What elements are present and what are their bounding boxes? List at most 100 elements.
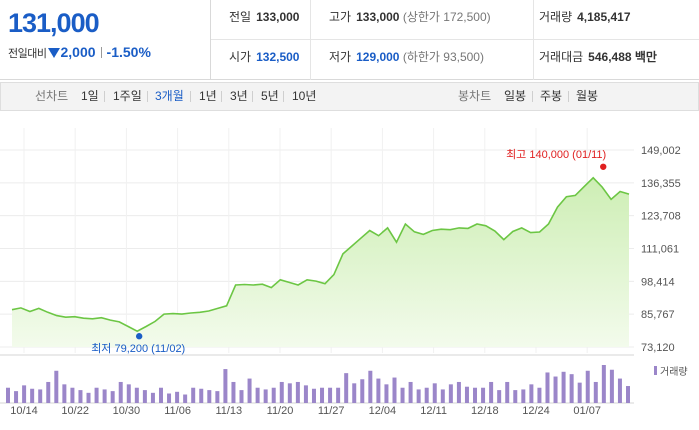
x-tick-label: 01/07: [573, 405, 601, 417]
volume-bar: [424, 387, 429, 403]
volume-bar: [601, 365, 606, 403]
divider: [100, 47, 102, 58]
x-tick-label: 12/24: [522, 405, 550, 417]
volume: 거래량 4,185,417: [539, 10, 631, 24]
volume-bar: [46, 381, 51, 403]
stats-row-2: 시가 132,500 저가 129,000 (하한가 93,500) 거래대금 546…: [211, 40, 699, 80]
volume-bar: [215, 391, 220, 403]
day-low: 저가 129,000 (하한가 93,500): [329, 50, 484, 64]
volume-bar: [247, 378, 252, 403]
y-tick-label: 136,355: [641, 178, 681, 190]
y-tick-label: 123,708: [641, 211, 681, 223]
volume-bar: [271, 387, 276, 403]
x-tick-label: 10/14: [10, 405, 38, 417]
volume-bar: [78, 390, 83, 403]
volume-bar: [223, 369, 228, 403]
period-5y[interactable]: 5년: [261, 89, 279, 103]
low-marker: [135, 333, 143, 340]
volume-bar: [392, 377, 397, 403]
volume-bar: [207, 390, 212, 403]
divider: [190, 91, 191, 102]
volume-bar: [626, 386, 630, 403]
volume-bar: [70, 387, 75, 403]
price-area: [12, 177, 629, 347]
volume-bar: [553, 376, 558, 403]
volume-bar: [14, 391, 19, 403]
period-3m[interactable]: 3개월: [155, 89, 184, 103]
volume-bar: [617, 378, 622, 403]
volume-bar: [320, 387, 325, 403]
volume-bar: [62, 384, 67, 403]
price-chart-svg: 최고 140,000 (01/11) 최저 79,200 (11/02) 149,…: [0, 128, 688, 417]
volume-bar: [481, 387, 486, 403]
volume-bar: [86, 392, 91, 403]
chart-toolbar: 선차트 1일 1주일 3개월 1년 3년 5년 10년 봉차트 일봉 주봉 월봉: [0, 82, 699, 111]
volume-bar: [183, 394, 188, 403]
volume-bar: [239, 390, 244, 403]
high-marker: [600, 163, 607, 170]
volume-bar: [38, 389, 43, 403]
volume-bar: [440, 389, 445, 403]
price-change: 전일대비 2,000 -1.50%: [8, 44, 210, 61]
volume-bar: [384, 384, 389, 403]
volume-bar: [489, 381, 494, 403]
change-rate: -1.50%: [106, 44, 151, 60]
prev-close: 전일 133,000: [229, 10, 300, 24]
volume-bar: [561, 371, 566, 403]
period-3y[interactable]: 3년: [230, 89, 248, 103]
open-price: 시가 132,500: [229, 50, 300, 64]
volume-bar: [175, 391, 180, 403]
volume-bar: [505, 381, 510, 403]
volume-bar: [376, 378, 381, 403]
quote-summary: 131,000 전일대비 2,000 -1.50% 전일 133,000 고가 133,…: [0, 0, 699, 80]
candle-monthly[interactable]: 월봉: [576, 89, 599, 103]
volume-bar: [400, 387, 405, 403]
volume-bar: [569, 374, 574, 403]
volume-bar: [473, 387, 478, 403]
volume-bar: [134, 387, 139, 403]
volume-bar: [231, 381, 236, 403]
day-high: 고가 133,000 (상한가 172,500): [329, 10, 491, 24]
quote-stats: 전일 133,000 고가 133,000 (상한가 172,500) 거래량 4,1…: [211, 0, 699, 80]
volume-bar: [142, 390, 147, 403]
volume-bar: [279, 381, 284, 403]
volume-bar: [118, 381, 123, 403]
price-chart: 최고 140,000 (01/11) 최저 79,200 (11/02) 149,…: [0, 120, 699, 430]
period-1y[interactable]: 1년: [199, 89, 217, 103]
y-tick-label: 149,002: [641, 145, 681, 157]
volume-bar: [191, 387, 196, 403]
volume-bar: [199, 388, 204, 403]
divider: [147, 91, 148, 102]
period-1d[interactable]: 1일: [81, 89, 99, 103]
volume-bar: [609, 369, 614, 403]
period-1w[interactable]: 1주일: [113, 89, 142, 103]
volume-bar: [94, 387, 99, 403]
volume-bar: [537, 387, 542, 403]
volume-bar: [263, 389, 268, 403]
volume-legend-swatch: [654, 366, 657, 375]
volume-bar: [464, 386, 469, 403]
volume-bar: [54, 370, 59, 403]
volume-bar: [352, 383, 357, 403]
volume-bar: [6, 387, 10, 403]
volume-bar: [360, 379, 365, 403]
price-line: [11, 176, 630, 333]
price-box: 131,000 전일대비 2,000 -1.50%: [0, 0, 211, 80]
volume-bar: [585, 370, 590, 403]
volume-bar: [150, 392, 155, 403]
candle-daily[interactable]: 일봉: [504, 89, 527, 103]
volume-bar: [368, 370, 373, 403]
candle-weekly[interactable]: 주봉: [540, 89, 563, 103]
period-10y[interactable]: 10년: [292, 89, 317, 103]
x-tick-label: 11/06: [164, 405, 191, 417]
volume-bar: [311, 388, 316, 403]
volume-bar: [593, 381, 598, 403]
volume-bar: [303, 385, 308, 403]
volume-bar: [158, 387, 163, 403]
volume-bar: [497, 390, 502, 403]
trade-amount: 거래대금 546,488 백만: [539, 50, 657, 64]
volume-bar: [110, 391, 115, 403]
divider: [568, 91, 569, 102]
y-tick-label: 111,061: [641, 244, 679, 256]
volume-legend-label: 거래량: [660, 366, 688, 378]
